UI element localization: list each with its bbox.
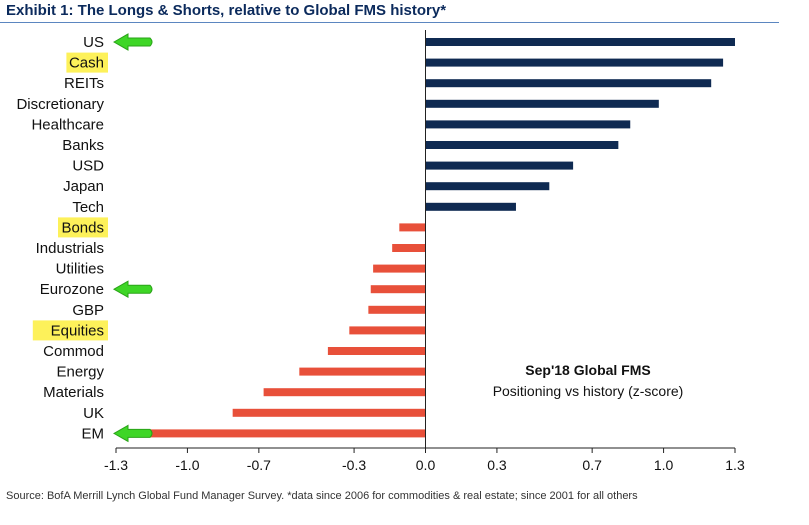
source-note: Source: BofA Merrill Lynch Global Fund M… <box>6 490 638 502</box>
category-label-utilities: Utilities <box>56 261 104 278</box>
category-label-materials: Materials <box>43 384 104 401</box>
title-rule <box>0 22 779 23</box>
x-tick-label: -0.7 <box>247 457 271 473</box>
bar-materials <box>263 388 426 397</box>
highlight-equities <box>32 320 108 341</box>
x-tick-label: 1.0 <box>654 457 674 473</box>
bar-uk <box>232 408 426 417</box>
arrow-icon-eurozone <box>112 280 153 299</box>
category-label-discretionary: Discretionary <box>16 96 104 113</box>
bar-energy <box>299 367 426 376</box>
bar-usd <box>425 161 574 170</box>
annotation-title: Sep'18 Global FMS <box>525 362 650 378</box>
bar-chart: US Cash REITs Discretionary Healthcare Banks U… <box>16 30 745 473</box>
bar-gbp <box>368 305 426 314</box>
bar-tech <box>425 202 516 211</box>
category-label-equities: Equities <box>51 322 104 339</box>
bar-reits <box>425 79 712 88</box>
x-tick-label: 0.0 <box>416 457 436 473</box>
highlight-cash <box>66 52 108 73</box>
category-labels: US Cash REITs Discretionary Healthcare Banks U… <box>16 34 108 442</box>
bar-us <box>425 38 735 46</box>
category-label-japan: Japan <box>63 178 104 195</box>
x-tick-label: 0.3 <box>487 457 507 473</box>
category-label-usd: USD <box>72 158 104 175</box>
bar-eurozone <box>370 285 426 294</box>
category-label-tech: Tech <box>72 199 104 216</box>
category-label-reits: REITs <box>64 75 104 92</box>
bar-cash <box>425 58 724 67</box>
bar-commod <box>327 347 426 355</box>
bar-japan <box>425 182 550 191</box>
x-tick-label: 0.7 <box>582 457 602 473</box>
bar-equities <box>349 326 426 335</box>
category-label-banks: Banks <box>62 137 104 154</box>
bar-bonds <box>399 223 426 232</box>
bar-utilities <box>373 264 426 273</box>
annotation-subtitle: Positioning vs history (z-score) <box>493 383 684 399</box>
bar-em <box>127 429 426 438</box>
category-label-commod: Commod <box>43 343 104 360</box>
category-label-uk: UK <box>83 405 104 422</box>
bar-healthcare <box>425 120 631 129</box>
category-label-energy: Energy <box>56 364 104 381</box>
bar-industrials <box>392 244 426 252</box>
bar-discretionary <box>425 99 659 108</box>
category-label-cash: Cash <box>69 55 104 72</box>
bar-banks <box>425 141 619 149</box>
highlight-bonds <box>58 217 108 238</box>
x-tick-label: -1.3 <box>104 457 128 473</box>
category-label-us: US <box>83 34 104 51</box>
category-label-eurozone: Eurozone <box>40 281 104 298</box>
arrow-icon-em <box>112 424 153 443</box>
x-tick-label: -0.3 <box>342 457 366 473</box>
category-label-em: EM <box>82 425 105 442</box>
chart-title: Exhibit 1: The Longs & Shorts, relative … <box>6 2 447 19</box>
arrows-layer <box>112 33 153 443</box>
category-label-bonds: Bonds <box>61 219 104 236</box>
category-label-healthcare: Healthcare <box>31 116 104 133</box>
x-tick-label: 1.3 <box>725 457 745 473</box>
bars-layer <box>127 38 735 438</box>
x-axis: -1.3 -1.0 -0.7 -0.3 0.0 0.3 0.7 1.0 1.3 <box>104 30 745 473</box>
arrow-icon-us <box>112 33 153 51</box>
category-label-gbp: GBP <box>72 302 104 319</box>
category-label-industrials: Industrials <box>36 240 104 257</box>
x-tick-label: -1.0 <box>175 457 199 473</box>
